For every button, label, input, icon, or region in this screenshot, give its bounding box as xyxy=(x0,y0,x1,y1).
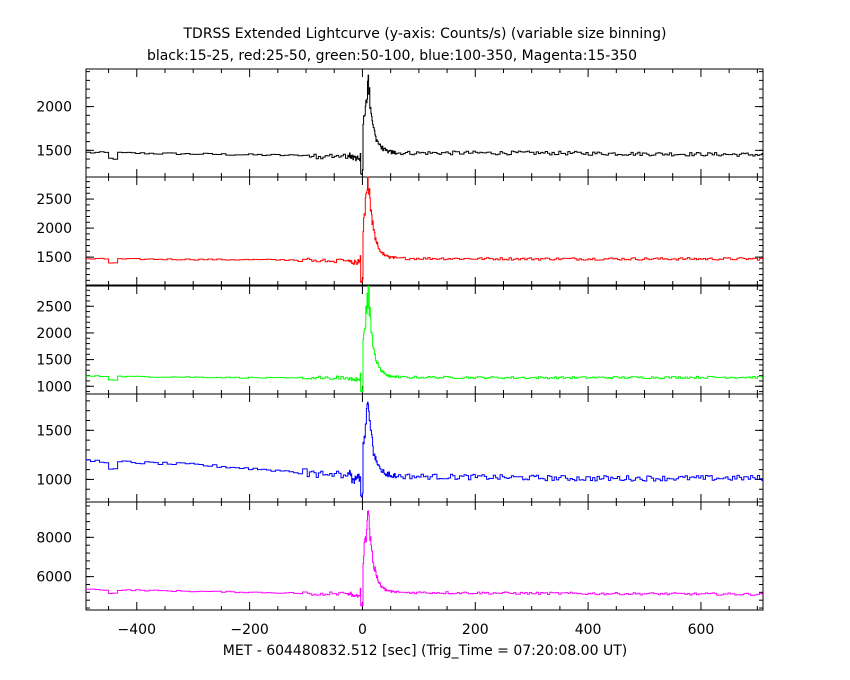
x-tick-label: −400 xyxy=(118,622,156,638)
x-axis: −400 −200 0 200 400 600 xyxy=(118,622,715,638)
panels-group: 1500200015002000250010001500200025001000… xyxy=(36,68,764,611)
x-tick-label: −200 xyxy=(230,622,268,638)
x-tick-label: 200 xyxy=(462,622,489,638)
y-tick-label: 1500 xyxy=(36,353,72,369)
panel-frame xyxy=(85,501,764,611)
x-axis-label: MET - 604480832.512 [sec] (Trig_Time = 0… xyxy=(223,643,627,659)
chart-subtitle: black:15-25, red:25-50, green:50-100, bl… xyxy=(147,48,637,64)
y-tick-label: 1000 xyxy=(36,472,72,488)
panel-3: 1000 1500 2000 2500 xyxy=(36,285,764,395)
y-tick-label: 1000 xyxy=(36,379,72,395)
panel-1: 1500 2000 xyxy=(36,68,764,178)
x-tick-label: 600 xyxy=(688,622,715,638)
x-tick-label: 400 xyxy=(575,622,602,638)
panel-frame xyxy=(85,393,764,503)
y-tick-label: 1500 xyxy=(36,143,72,159)
panel-frame xyxy=(85,68,764,178)
series-line-3 xyxy=(86,285,763,393)
panel-frame xyxy=(85,176,764,286)
panel-5: 6000 8000 xyxy=(36,501,764,611)
series-line-4 xyxy=(86,401,763,498)
panel-2: 1500 2000 2500 xyxy=(36,176,764,286)
y-tick-label: 8000 xyxy=(36,530,72,546)
y-tick-label: 1500 xyxy=(36,423,72,439)
y-tick-label: 2000 xyxy=(36,326,72,342)
y-tick-label: 6000 xyxy=(36,570,72,586)
y-tick-label: 2000 xyxy=(36,221,72,237)
series-line-5 xyxy=(86,510,763,607)
y-tick-label: 1500 xyxy=(36,250,72,266)
y-tick-label: 2000 xyxy=(36,100,72,116)
y-tick-label: 2500 xyxy=(36,299,72,315)
y-tick-label: 2500 xyxy=(36,192,72,208)
panel-4: 1000 1500 xyxy=(36,393,764,503)
series-line-2 xyxy=(86,176,763,283)
chart-title: TDRSS Extended Lightcurve (y-axis: Count… xyxy=(182,26,666,42)
x-tick-label: 0 xyxy=(358,622,367,638)
series-line-1 xyxy=(86,74,763,175)
